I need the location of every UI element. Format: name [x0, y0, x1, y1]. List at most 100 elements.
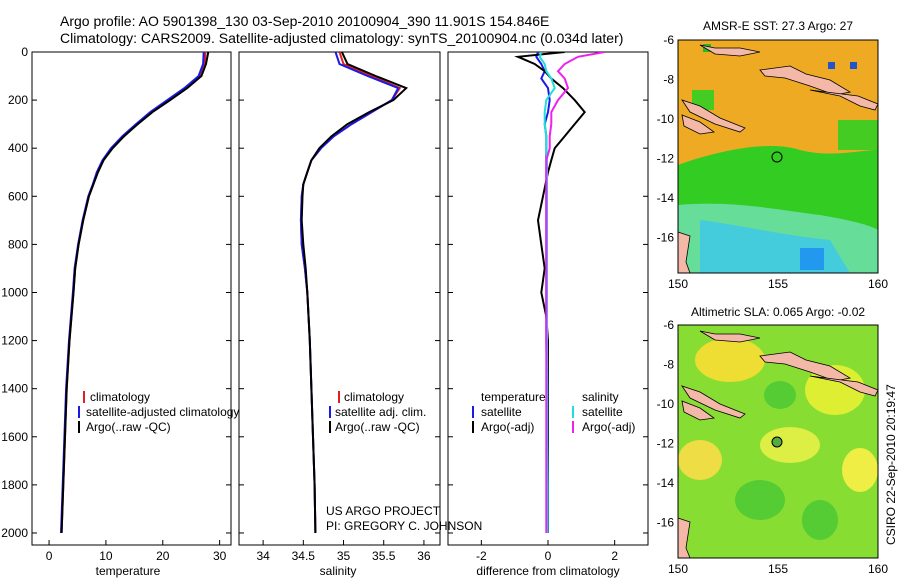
- series-line-argo: [300, 52, 409, 534]
- sla-map: [677, 324, 879, 559]
- land-island: [681, 385, 746, 419]
- y-tick-label: 1400: [1, 382, 28, 396]
- x-tick-label: 30: [213, 549, 227, 563]
- header-line1: Argo profile: AO 5901398_130 03-Sep-2010…: [60, 13, 549, 29]
- land-island: [681, 99, 746, 133]
- x-tick-label: 2: [611, 549, 618, 563]
- y-tick-label: 200: [8, 93, 28, 107]
- salinity-legend: climatology satellite adj. clim. Argo(..…: [329, 390, 426, 434]
- difference-lines: [514, 52, 605, 533]
- legend-label: Argo(..raw -QC): [86, 420, 171, 434]
- x-tick-label: 35.5: [372, 549, 396, 563]
- salinity-xlabel: salinity: [320, 564, 357, 578]
- land-island: [699, 330, 761, 343]
- temperature-legend: climatology satellite-adjusted climatolo…: [78, 390, 239, 434]
- legend-label: satellite-adjusted climatology: [86, 405, 239, 419]
- map-y-tick-label: -12: [657, 436, 675, 450]
- legend-swatch-satellite: [329, 406, 331, 418]
- sla-low-region: [802, 500, 838, 540]
- x-tick-label: 36: [417, 549, 431, 563]
- temperature-xlabel: temperature: [96, 564, 161, 578]
- map-y-tick-label: -8: [663, 357, 674, 371]
- land-island: [809, 89, 879, 111]
- land-new-guinea-coast: [759, 65, 852, 96]
- argo-position-marker: [771, 436, 783, 448]
- series-line-satellite: [299, 52, 400, 534]
- difference-legend: temperature salinity satellite Argo(-adj…: [472, 390, 635, 434]
- land-island: [681, 400, 716, 421]
- credit-pi: PI: GREGORY C. JOHNSON: [326, 519, 482, 533]
- y-tick-label: 1200: [1, 334, 28, 348]
- y-tick-label: 0: [21, 45, 28, 59]
- sst-map: [677, 39, 879, 274]
- legend-swatch-climatology: [338, 391, 340, 403]
- sla-high-region: [678, 440, 722, 480]
- x-tick-label: 20: [156, 549, 170, 563]
- legend-swatch-temp-satellite: [472, 406, 474, 418]
- legend-header-temperature: temperature: [481, 390, 546, 404]
- sst-cold-patch: [800, 248, 824, 270]
- land-island: [699, 44, 761, 57]
- map-x-tick-label: 155: [768, 277, 788, 291]
- series-line-argo_salinity: [545, 52, 605, 533]
- argo-position-marker: [771, 151, 783, 163]
- series-line-argo: [60, 52, 210, 534]
- legend-label: satellite: [582, 405, 623, 419]
- salinity-lines: [299, 52, 409, 534]
- sst-map-title: AMSR-E SST: 27.3 Argo: 27: [703, 19, 853, 33]
- x-tick-label: 34.5: [292, 549, 316, 563]
- legend-header-salinity: salinity: [582, 390, 619, 404]
- y-tick-label: 1800: [1, 478, 28, 492]
- series-line-climatology: [60, 52, 207, 534]
- map-x-tick-label: 150: [668, 562, 688, 576]
- map-y-tick-label: -6: [663, 318, 674, 332]
- legend-label: climatology: [344, 390, 404, 404]
- sla-map-title: Altimetric SLA: 0.065 Argo: -0.02: [691, 305, 865, 319]
- x-tick-label: -2: [476, 549, 487, 563]
- legend-swatch-argo: [329, 421, 331, 433]
- sla-low-region: [764, 381, 796, 409]
- x-tick-label: 0: [46, 549, 53, 563]
- map-x-tick-label: 155: [768, 562, 788, 576]
- map-y-tick-label: -8: [663, 72, 674, 86]
- sla-high-region: [695, 338, 765, 382]
- x-tick-label: 0: [545, 549, 552, 563]
- y-tick-label: 600: [8, 189, 28, 203]
- sst-map-frame: [677, 39, 879, 274]
- axes-ticks: 0 10 20 30020040060080010001200140016001800…: [1, 33, 888, 576]
- map-y-tick-label: -14: [657, 476, 675, 490]
- map-y-tick-label: -14: [657, 191, 675, 205]
- legend-swatch-climatology: [83, 391, 85, 403]
- legend-swatch-sal-argo: [572, 421, 574, 433]
- credit-project: US ARGO PROJECT: [326, 504, 441, 518]
- map-x-tick-label: 150: [668, 277, 688, 291]
- sla-low-region: [735, 480, 785, 520]
- legend-label: Argo(-adj): [481, 420, 534, 434]
- map-y-tick-label: -10: [657, 112, 675, 126]
- legend-label: Argo(..raw -QC): [335, 420, 420, 434]
- credit-stamp: CSIRO 22-Sep-2010 20:19:47: [884, 384, 898, 545]
- map-y-tick-label: -16: [657, 230, 675, 244]
- map-y-tick-label: -10: [657, 397, 675, 411]
- legend-swatch-sal-satellite: [572, 406, 574, 418]
- temperature-panel-frame: [31, 51, 232, 546]
- x-tick-label: 35: [337, 549, 351, 563]
- sst-blue-patch: [850, 62, 857, 69]
- legend-label: climatology: [90, 390, 150, 404]
- sst-green-patch: [838, 120, 878, 150]
- sla-high-region: [842, 448, 878, 492]
- y-tick-label: 1600: [1, 430, 28, 444]
- legend-label: satellite: [481, 405, 522, 419]
- legend-swatch-argo: [78, 421, 80, 433]
- sla-high-region: [760, 427, 820, 463]
- legend-swatch-temp-argo: [472, 421, 474, 433]
- difference-xlabel: difference from climatology: [476, 564, 619, 578]
- map-y-tick-label: -6: [663, 33, 674, 47]
- map-x-tick-label: 160: [868, 562, 888, 576]
- x-tick-label: 10: [99, 549, 113, 563]
- map-x-tick-label: 160: [868, 277, 888, 291]
- temperature-lines: [60, 52, 210, 534]
- y-tick-label: 2000: [1, 526, 28, 540]
- sla-map-frame: [677, 324, 879, 559]
